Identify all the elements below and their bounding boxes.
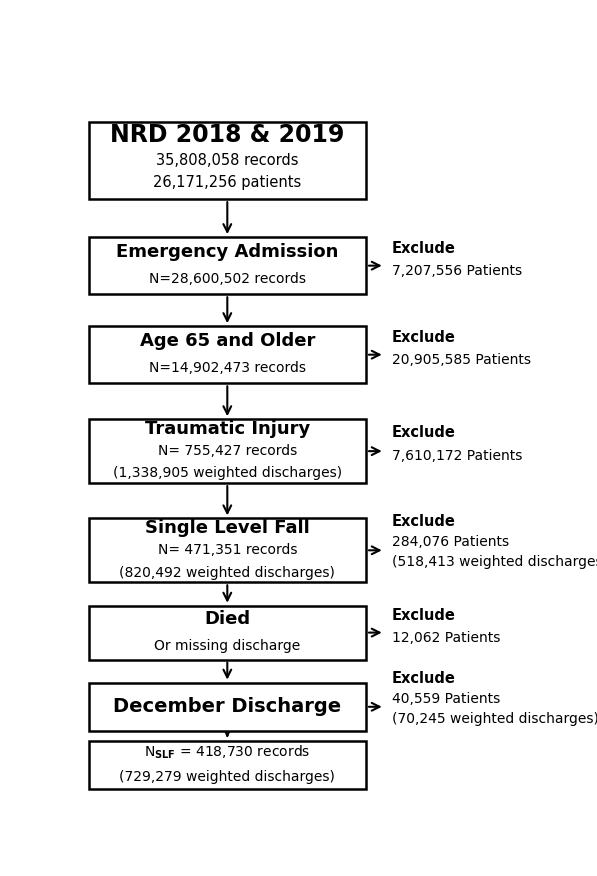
Text: 35,808,058 records: 35,808,058 records — [156, 153, 298, 168]
Text: (518,413 weighted discharges): (518,413 weighted discharges) — [392, 555, 597, 569]
Text: 7,610,172 Patients: 7,610,172 Patients — [392, 449, 522, 463]
Text: Exclude: Exclude — [392, 608, 456, 623]
Text: Exclude: Exclude — [392, 241, 456, 256]
Text: 284,076 Patients: 284,076 Patients — [392, 534, 509, 548]
Text: N=14,902,473 records: N=14,902,473 records — [149, 361, 306, 375]
FancyBboxPatch shape — [88, 740, 366, 789]
Text: Single Level Fall: Single Level Fall — [145, 519, 310, 537]
Text: 40,559 Patients: 40,559 Patients — [392, 692, 500, 706]
FancyBboxPatch shape — [88, 519, 366, 583]
Text: N=28,600,502 records: N=28,600,502 records — [149, 272, 306, 286]
Text: Age 65 and Older: Age 65 and Older — [140, 332, 315, 350]
Text: Or missing discharge: Or missing discharge — [154, 639, 300, 653]
FancyBboxPatch shape — [88, 682, 366, 731]
FancyBboxPatch shape — [88, 326, 366, 384]
FancyBboxPatch shape — [88, 237, 366, 294]
Text: 26,171,256 patients: 26,171,256 patients — [153, 175, 301, 190]
Text: Exclude: Exclude — [392, 671, 456, 686]
Text: NRD 2018 & 2019: NRD 2018 & 2019 — [110, 123, 344, 147]
Text: Emergency Admission: Emergency Admission — [116, 244, 338, 261]
Text: Died: Died — [204, 610, 250, 628]
Text: (70,245 weighted discharges): (70,245 weighted discharges) — [392, 712, 597, 726]
Text: (820,492 weighted discharges): (820,492 weighted discharges) — [119, 566, 336, 580]
Text: 12,062 Patients: 12,062 Patients — [392, 631, 500, 645]
Text: N= 755,427 records: N= 755,427 records — [158, 444, 297, 458]
Text: December Discharge: December Discharge — [113, 697, 341, 717]
FancyBboxPatch shape — [88, 122, 366, 199]
Text: Exclude: Exclude — [392, 426, 456, 441]
Text: 20,905,585 Patients: 20,905,585 Patients — [392, 353, 531, 367]
Text: Traumatic Injury: Traumatic Injury — [144, 420, 310, 438]
Text: N= 471,351 records: N= 471,351 records — [158, 543, 297, 557]
Text: 7,207,556 Patients: 7,207,556 Patients — [392, 264, 522, 278]
FancyBboxPatch shape — [88, 605, 366, 660]
Text: Exclude: Exclude — [392, 329, 456, 344]
Text: N$_{\mathbf{SLF}}$ = 418,730 records: N$_{\mathbf{SLF}}$ = 418,730 records — [144, 744, 310, 761]
Text: Exclude: Exclude — [392, 514, 456, 529]
Text: (1,338,905 weighted discharges): (1,338,905 weighted discharges) — [113, 466, 342, 480]
Text: (729,279 weighted discharges): (729,279 weighted discharges) — [119, 770, 336, 784]
FancyBboxPatch shape — [88, 419, 366, 484]
